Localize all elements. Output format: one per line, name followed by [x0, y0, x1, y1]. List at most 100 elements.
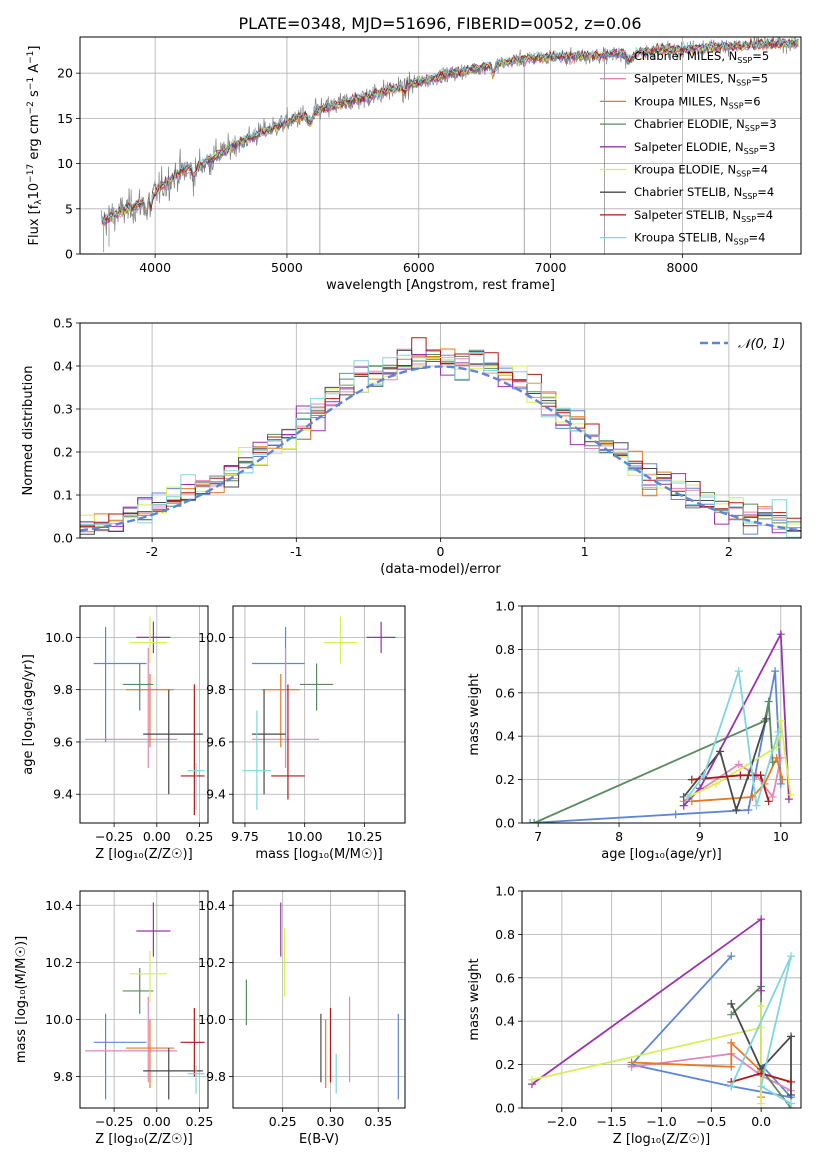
legend-subscript: SSP	[742, 192, 757, 201]
legend-entry: Chabrier STELIB, NSSP=4	[634, 185, 774, 201]
mass-weight-line	[531, 917, 762, 1085]
mass-weight-marker	[732, 805, 741, 814]
mass-weight-marker	[787, 1099, 796, 1108]
legend-subscript: SSP	[737, 56, 752, 65]
x-tick-label: 0.00	[143, 1114, 171, 1129]
axes-frame	[79, 605, 209, 824]
mass-weight-marker	[627, 1058, 636, 1067]
x-tick-label: −0.25	[95, 829, 133, 844]
y-axis-label: Normed distribution	[21, 366, 36, 496]
mass-weight-marker	[787, 1032, 796, 1041]
legend-subscript: SSP	[736, 79, 751, 88]
mass-weight-line	[691, 774, 770, 802]
y-axis-label-part: λ	[34, 199, 44, 205]
mass-weight-marker	[762, 714, 771, 723]
mass-weight-marker	[530, 819, 539, 823]
legend-series-name: Salpeter ELODIE	[634, 140, 728, 154]
x-tick-label: 9.75	[231, 829, 259, 844]
x-axis-label: wavelength [Angstrom, rest frame]	[326, 278, 555, 293]
mass-weight-marker	[757, 1002, 766, 1011]
x-tick-label: 4000	[139, 260, 171, 275]
model-spectrum-line	[102, 37, 799, 224]
mass-weight-marker	[736, 771, 745, 780]
mass-weight-marker	[712, 779, 721, 788]
x-axis-label: Z [log₁₀(Z/Z☉)]	[613, 1132, 710, 1147]
y-tick-label: 0.2	[495, 1057, 515, 1072]
mass-weight-marker	[683, 792, 692, 801]
x-tick-label: 0.25	[186, 829, 214, 844]
mass-vs-extinction-panel: 0.25 0.30 0.35 9.8 10.0 10.2 10.4 E(B-V)	[198, 890, 406, 1147]
y-tick-label: 0.6	[495, 970, 515, 985]
mass-weight-marker	[687, 775, 696, 784]
x-tick-label: −2.0	[547, 1114, 577, 1129]
legend-subscript: SSP	[745, 124, 760, 133]
mass-weight-marker	[778, 775, 787, 784]
mass-weight-vs-age-panel: 7 8 9 10 0.0 0.2 0.4 0.6 0.8 1.0 age [log₁₀(age/yr…	[467, 599, 802, 862]
y-tick-label: 0.2	[495, 772, 515, 787]
mass-weight-marker	[764, 797, 773, 806]
y-tick-label: 10.0	[198, 630, 226, 645]
x-tick-label: −0.25	[95, 1114, 133, 1129]
mass-weight-marker	[787, 1090, 796, 1099]
model-spectrum-line	[102, 38, 799, 222]
mass-weight-marker	[727, 999, 736, 1008]
mass-weight-marker	[787, 952, 796, 961]
y-tick-label: 9.4	[53, 787, 73, 802]
y-axis-label-part: −1	[26, 77, 36, 90]
y-tick-label: 0.8	[495, 927, 515, 942]
mass-weight-marker	[679, 801, 688, 810]
mass-weight-vs-metallicity-panel: −2.0 −1.5 −1.0 −0.5 0.0 0.0 0.2 0.4 0.6 0.8 1.0 Z […	[467, 884, 802, 1147]
plot-area	[526, 630, 795, 823]
axes-frame	[521, 605, 802, 824]
mass-weight-line	[730, 955, 792, 1105]
legend-entry: 𝒩(0, 1)	[738, 337, 785, 352]
y-tick-label: 9.8	[53, 682, 73, 697]
y-axis-label-part: −1	[26, 51, 36, 64]
axes-frame	[79, 322, 802, 539]
x-tick-label: 2	[725, 544, 733, 559]
mass-weight-line	[631, 1052, 792, 1092]
mass-weight-marker	[727, 952, 736, 961]
axes-frame	[232, 605, 406, 824]
x-tick-label: 0.35	[364, 1114, 392, 1129]
y-tick-label: 9.6	[53, 734, 73, 749]
y-tick-label: 1.0	[495, 884, 515, 899]
y-axis-label: age [log₁₀(age/yr)]	[21, 654, 36, 775]
x-tick-label: −1.5	[596, 1114, 626, 1129]
legend-nssp: 4	[766, 208, 773, 222]
legend-subscript: SSP	[744, 147, 759, 156]
plot-area	[80, 337, 801, 538]
legend-nssp: 6	[753, 94, 760, 108]
mass-weight-marker	[786, 790, 795, 799]
x-tick-label: 0.25	[186, 1114, 214, 1129]
mass-weight-marker	[716, 747, 725, 756]
x-axis-label: age [log₁₀(age/yr)]	[601, 847, 722, 862]
x-tick-label: 10.00	[287, 829, 323, 844]
x-axis-label: Z [log₁₀(Z/Z☉)]	[95, 1132, 192, 1147]
spectrum-panel: 4000 5000 6000 7000 8000 0 5 10 15 20 wavelength […	[26, 36, 802, 293]
mass-weight-marker	[776, 717, 785, 726]
y-tick-label: 10.4	[45, 898, 73, 913]
legend-series-name: Salpeter STELIB	[634, 208, 725, 222]
legend-nssp: 5	[761, 72, 768, 86]
y-axis-label: mass [log₁₀(M/M☉)]	[14, 936, 29, 1063]
mass-weight-line	[730, 1003, 792, 1095]
y-tick-label: 0.0	[495, 816, 515, 831]
model-spectrum-line	[102, 37, 799, 223]
age-vs-mass-panel: 9.75 10.00 10.25 9.4 9.6 9.8 10.0 mass [log₁₀(M…	[198, 605, 406, 862]
mass-weight-marker	[757, 915, 766, 924]
legend: Chabrier MILES, NSSP=5 Salpeter MILES, NS…	[600, 49, 777, 247]
y-tick-label: 10.0	[45, 630, 73, 645]
mass-weight-marker	[757, 1099, 766, 1108]
y-tick-label: 9.8	[206, 1069, 226, 1084]
axes-frame	[521, 890, 802, 1109]
normal-distribution-curve	[80, 365, 801, 532]
y-tick-label: 0.0	[495, 1101, 515, 1116]
y-tick-label: 10.2	[198, 955, 226, 970]
x-axis-label: E(B-V)	[299, 1132, 339, 1147]
x-tick-label: 6000	[403, 260, 435, 275]
axes-frame	[79, 36, 802, 255]
x-tick-label: 0	[437, 544, 445, 559]
x-tick-label: 7	[534, 829, 542, 844]
